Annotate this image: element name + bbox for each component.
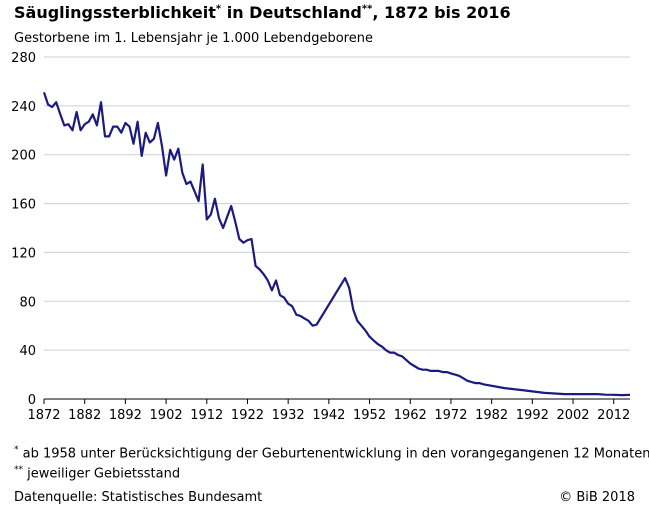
y-tick-label: 240 (11, 100, 36, 115)
y-tick-label: 0 (28, 393, 36, 408)
x-tick-label: 1922 (231, 408, 264, 423)
y-tick-label: 160 (11, 198, 36, 213)
x-tick-label: 2002 (556, 408, 589, 423)
x-tick-label: 1962 (394, 408, 427, 423)
y-tick-label: 80 (19, 295, 36, 310)
y-tick-label: 120 (11, 246, 36, 261)
x-tick-label: 1992 (516, 408, 549, 423)
x-tick-label: 1872 (27, 408, 60, 423)
x-tick-label: 1882 (68, 408, 101, 423)
y-tick-label: 280 (11, 51, 36, 66)
footnote-2: ** jeweiliger Gebietsstand (14, 465, 180, 481)
x-tick-label: 1982 (475, 408, 508, 423)
x-tick-label: 1932 (272, 408, 305, 423)
chart-title: Säuglingssterblichkeit* in Deutschland**… (14, 3, 511, 22)
line-chart: 0 40 80 120 160 200 240 280 1872 1882 1892 1902 191… (11, 51, 631, 423)
x-tick-label: 1952 (353, 408, 386, 423)
chart-title-main: Säuglingssterblichkeit (14, 3, 216, 22)
x-tick-label: 1942 (312, 408, 345, 423)
footnote-1-text: ab 1958 unter Berücksichtigung der Gebur… (18, 446, 649, 462)
x-tick-label: 1902 (150, 408, 183, 423)
y-tick-label: 200 (11, 149, 36, 164)
chart-title-mid: in Deutschland (221, 3, 362, 22)
footnote-2-text: jeweiliger Gebietsstand (23, 466, 181, 482)
gridlines (44, 56, 630, 351)
series-line-infant-mortality (42, 92, 631, 397)
footnote-1-mark: * (14, 445, 19, 455)
y-axis-ticks: 0 40 80 120 160 200 240 280 (11, 51, 36, 408)
data-source: Datenquelle: Statistisches Bundesamt (14, 490, 263, 505)
x-tick-label: 1912 (190, 408, 223, 423)
chart-subtitle: Gestorbene im 1. Lebensjahr je 1.000 Leb… (14, 31, 373, 46)
footnote-2-mark: ** (14, 465, 23, 475)
title-footnote-mark-2: ** (361, 3, 373, 15)
x-tick-label: 2012 (597, 408, 630, 423)
y-tick-label: 40 (19, 344, 36, 359)
x-tick-label: 1972 (434, 408, 467, 423)
footnote-1: * ab 1958 unter Berücksichtigung der Geb… (14, 445, 649, 461)
title-footnote-mark-1: * (215, 3, 222, 15)
x-tick-label: 1892 (109, 408, 142, 423)
chart-title-end: , 1872 bis 2016 (372, 3, 511, 22)
x-axis-ticks: 1872 1882 1892 1902 1912 1922 1932 1942 1952 1962… (27, 399, 630, 423)
copyright: © BiB 2018 (559, 490, 635, 505)
